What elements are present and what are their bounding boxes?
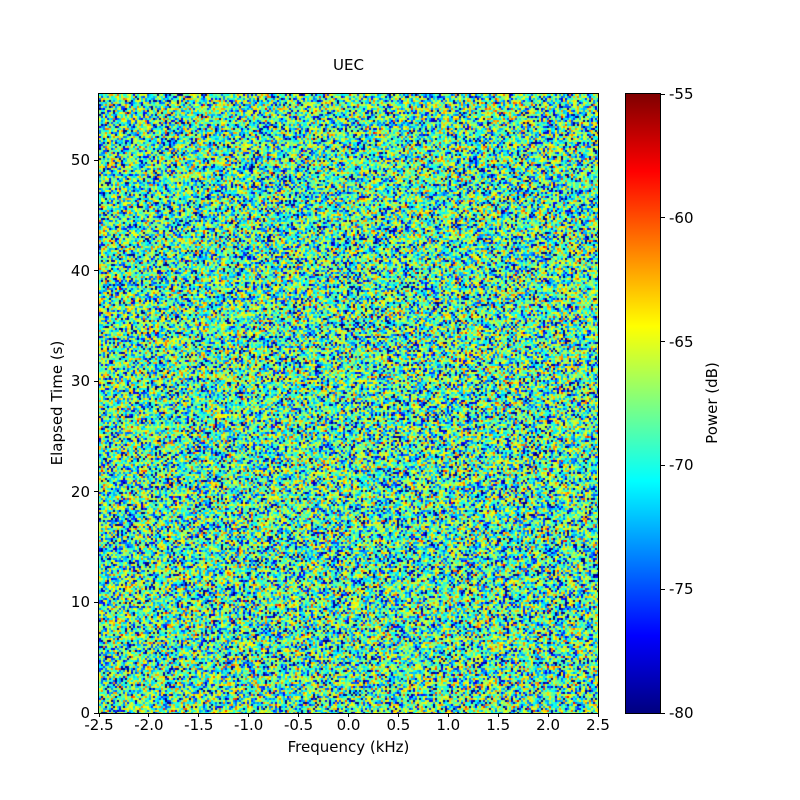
- colorbar-label: Power (dB): [703, 362, 721, 444]
- colorbar-gradient: [626, 94, 660, 713]
- y-tick: [94, 159, 98, 161]
- x-tick: [497, 713, 499, 717]
- x-tick-label: -2.0: [134, 716, 164, 734]
- plot-area: [98, 93, 599, 714]
- colorbar-tick-label: -70: [669, 456, 694, 475]
- y-tick: [94, 491, 98, 493]
- x-tick-label: -2.5: [84, 716, 114, 734]
- colorbar: [625, 93, 661, 714]
- colorbar-tick-label: -60: [669, 208, 694, 227]
- x-tick-label: 2.5: [586, 716, 610, 734]
- x-tick-label: -1.0: [234, 716, 264, 734]
- x-tick: [98, 713, 100, 717]
- x-axis-label: Frequency (kHz): [287, 738, 410, 756]
- x-tick: [397, 713, 399, 717]
- y-tick: [94, 712, 98, 714]
- x-tick-label: -1.5: [184, 716, 214, 734]
- colorbar-tick-label: -65: [669, 332, 694, 351]
- y-axis-label: Elapsed Time (s): [48, 340, 66, 466]
- colorbar-tick-label: -80: [669, 704, 694, 722]
- x-tick-label: 1.0: [436, 716, 461, 734]
- y-tick-label: 10: [70, 593, 90, 612]
- y-tick: [94, 380, 98, 382]
- x-tick-label: 0.5: [386, 716, 411, 734]
- colorbar-tick: [661, 93, 665, 95]
- y-tick-label: 0: [80, 704, 90, 722]
- x-tick-label: 0.0: [336, 716, 361, 734]
- x-tick: [597, 713, 599, 717]
- x-tick-label: 1.5: [486, 716, 511, 734]
- y-tick-label: 40: [70, 261, 90, 280]
- chart-title: UEC: [333, 56, 364, 74]
- y-tick: [94, 270, 98, 272]
- x-tick: [198, 713, 200, 717]
- x-tick-label: 2.0: [536, 716, 561, 734]
- x-tick: [547, 713, 549, 717]
- colorbar-tick-label: -75: [669, 580, 694, 599]
- colorbar-tick: [661, 588, 665, 590]
- colorbar-tick: [661, 712, 665, 714]
- y-tick-label: 20: [70, 482, 90, 501]
- x-tick: [148, 713, 150, 717]
- colorbar-tick: [661, 217, 665, 219]
- colorbar-tick-label: -55: [669, 85, 694, 103]
- x-tick: [348, 713, 349, 717]
- y-tick-label: 50: [70, 151, 90, 170]
- colorbar-tick: [661, 464, 665, 466]
- x-tick: [447, 713, 449, 717]
- y-tick: [94, 601, 98, 603]
- x-tick: [248, 713, 250, 717]
- y-tick-label: 30: [70, 372, 90, 391]
- colorbar-tick: [661, 341, 665, 343]
- spectrogram-heatmap: [99, 94, 598, 713]
- x-tick: [298, 713, 300, 717]
- x-tick-label: -0.5: [283, 716, 314, 734]
